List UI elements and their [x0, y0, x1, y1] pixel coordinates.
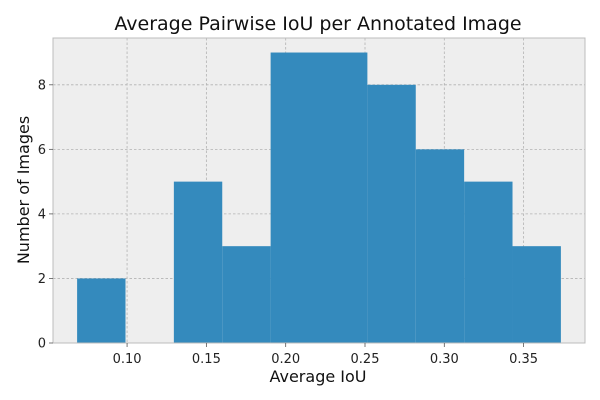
- bars: [77, 52, 561, 344]
- x-axis-ticks: 0.10 0.15 0.20 0.25 0.30 0.35: [113, 343, 538, 367]
- histogram-bar: [464, 181, 513, 343]
- histogram-bar: [367, 84, 416, 343]
- y-tick-label: 2: [38, 272, 46, 287]
- x-tick-label: 0.15: [192, 352, 221, 367]
- x-tick-label: 0.30: [430, 352, 459, 367]
- histogram-bar: [512, 246, 561, 343]
- x-tick-label: 0.10: [113, 352, 142, 367]
- y-axis-ticks: 0 2 4 6 8: [38, 78, 53, 352]
- x-tick-label: 0.20: [271, 352, 300, 367]
- x-axis-label: Average IoU: [269, 367, 366, 386]
- histogram-bar: [415, 149, 465, 343]
- histogram-bar: [173, 181, 223, 343]
- x-tick-label: 0.35: [509, 352, 538, 367]
- x-tick-label: 0.25: [351, 352, 380, 367]
- histogram-bar: [222, 246, 271, 343]
- chart-title: Average Pairwise IoU per Annotated Image: [114, 13, 521, 35]
- y-tick-label: 0: [38, 337, 46, 352]
- histogram-bar: [77, 278, 126, 343]
- y-axis-label: Number of Images: [14, 116, 33, 264]
- y-tick-label: 6: [38, 143, 46, 158]
- y-tick-label: 4: [38, 207, 46, 222]
- plot-frame: [52, 37, 586, 344]
- histogram-bar: [270, 52, 368, 344]
- y-tick-label: 8: [38, 78, 46, 93]
